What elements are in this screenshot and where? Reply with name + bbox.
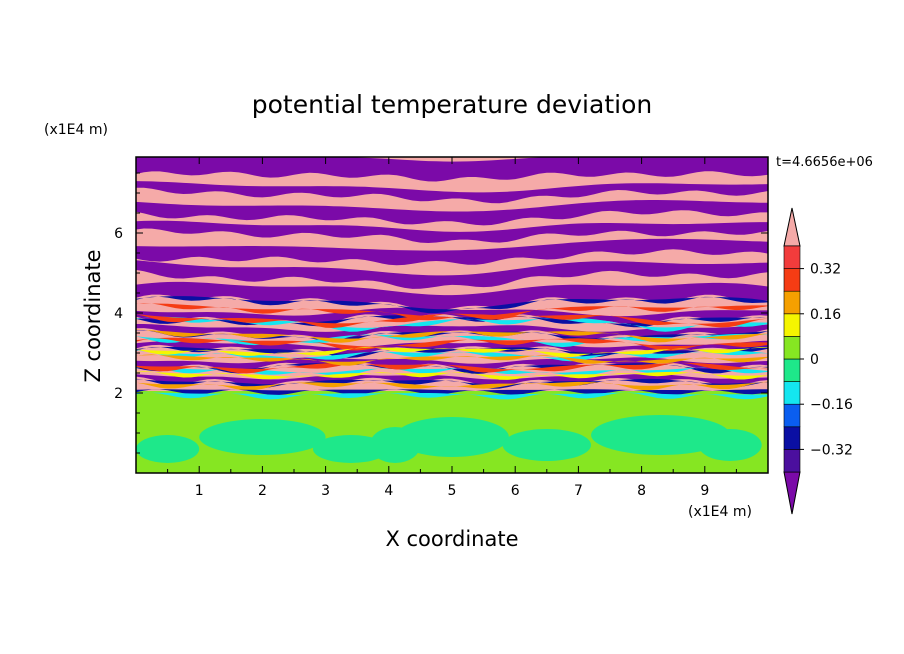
field-band-boundary [136,389,768,396]
chart-title: potential temperature deviation [252,90,652,119]
y-axis-label: Z coordinate [81,249,105,382]
field-band-purple [136,324,768,341]
colorbar-tick-label: −0.32 [810,442,853,458]
field-band-purple [136,238,768,266]
field-band-purple [136,357,768,372]
field-band-red [136,303,768,321]
field-band-purple [136,220,768,243]
x-axis-label: X coordinate [385,527,518,551]
colorbar-tick-label: 0 [810,352,819,368]
colorbar-tick-label: 0.32 [810,262,841,278]
y-unit-label: (x1E4 m) [44,122,108,138]
field-band-yellow [136,371,768,380]
field-band-orange [136,354,768,366]
colorbar-swatch [783,245,801,269]
field-blob-mint [369,427,421,463]
field-band-navy [136,346,768,358]
x-tick-label: 4 [384,483,393,499]
field-blob-mint [395,417,509,457]
field-band-purple [136,373,768,387]
colorbar-top-triangle [783,207,801,247]
field-band-navy [136,296,768,314]
colorbar-swatch [783,426,801,450]
x-tick-label: 2 [258,483,267,499]
field-band-red [136,362,768,374]
field-blob-mint [502,429,592,461]
field-band-cyan [136,366,768,376]
colorbar-swatch [783,290,801,315]
field-band-boundary-cyan [136,392,768,400]
colorbar-swatch [783,449,801,473]
colorbar-swatch [783,358,801,382]
colorbar-swatch [783,403,801,428]
x-tick-label: 3 [321,483,330,499]
x-tick-label: 1 [195,483,204,499]
field-band-orange [136,381,768,391]
colorbar-swatch [783,268,801,292]
field-band-purple [136,281,768,311]
colorbar-tick-label: −0.16 [810,397,853,413]
colorbar-bottom-triangle [783,471,801,515]
x-unit-label: (x1E4 m) [688,504,752,520]
field-blob-mint [136,435,200,463]
x-axis: 1 2 3 4 5 6 7 8 9 [167,157,737,499]
field-band-purple [136,157,768,182]
y-tick-label: 6 [114,226,123,242]
x-tick-label: 5 [448,483,457,499]
colorbar: 0.32 0.16 0 −0.16 −0.32 [783,207,853,515]
field-blob-mint [591,415,731,455]
field-blob-mint [698,429,762,461]
field-band-red [136,313,768,328]
y-tick-label: 2 [114,386,123,402]
field-band-navy [136,378,768,389]
colorbar-tick-label: 0.16 [810,307,841,323]
field-band-cyan [136,350,768,362]
contour-field [136,157,768,473]
field-band-purple [136,260,768,289]
field-band-cyan [136,333,768,348]
field-band-cyan [136,316,768,332]
field-band-red [136,337,768,351]
y-axis: 2 4 6 [114,172,768,454]
x-tick-label: 6 [511,483,520,499]
colorbar-swatch [783,313,801,337]
y-tick-label: 4 [114,306,123,322]
field-band-purple [136,181,768,204]
colorbar-swatch [783,336,801,360]
x-tick-label: 9 [700,483,709,499]
field-blob-mint [199,419,326,455]
field-blob-mint [312,435,389,463]
time-label: t=4.6656e+06 [776,155,873,170]
field-band-purple [136,200,768,226]
x-tick-label: 8 [637,483,646,499]
x-tick-label: 7 [574,483,583,499]
field-band-purple [136,340,768,356]
colorbar-swatch [783,381,801,405]
field-band-orange [136,329,768,343]
field-band-yellow [136,347,768,358]
